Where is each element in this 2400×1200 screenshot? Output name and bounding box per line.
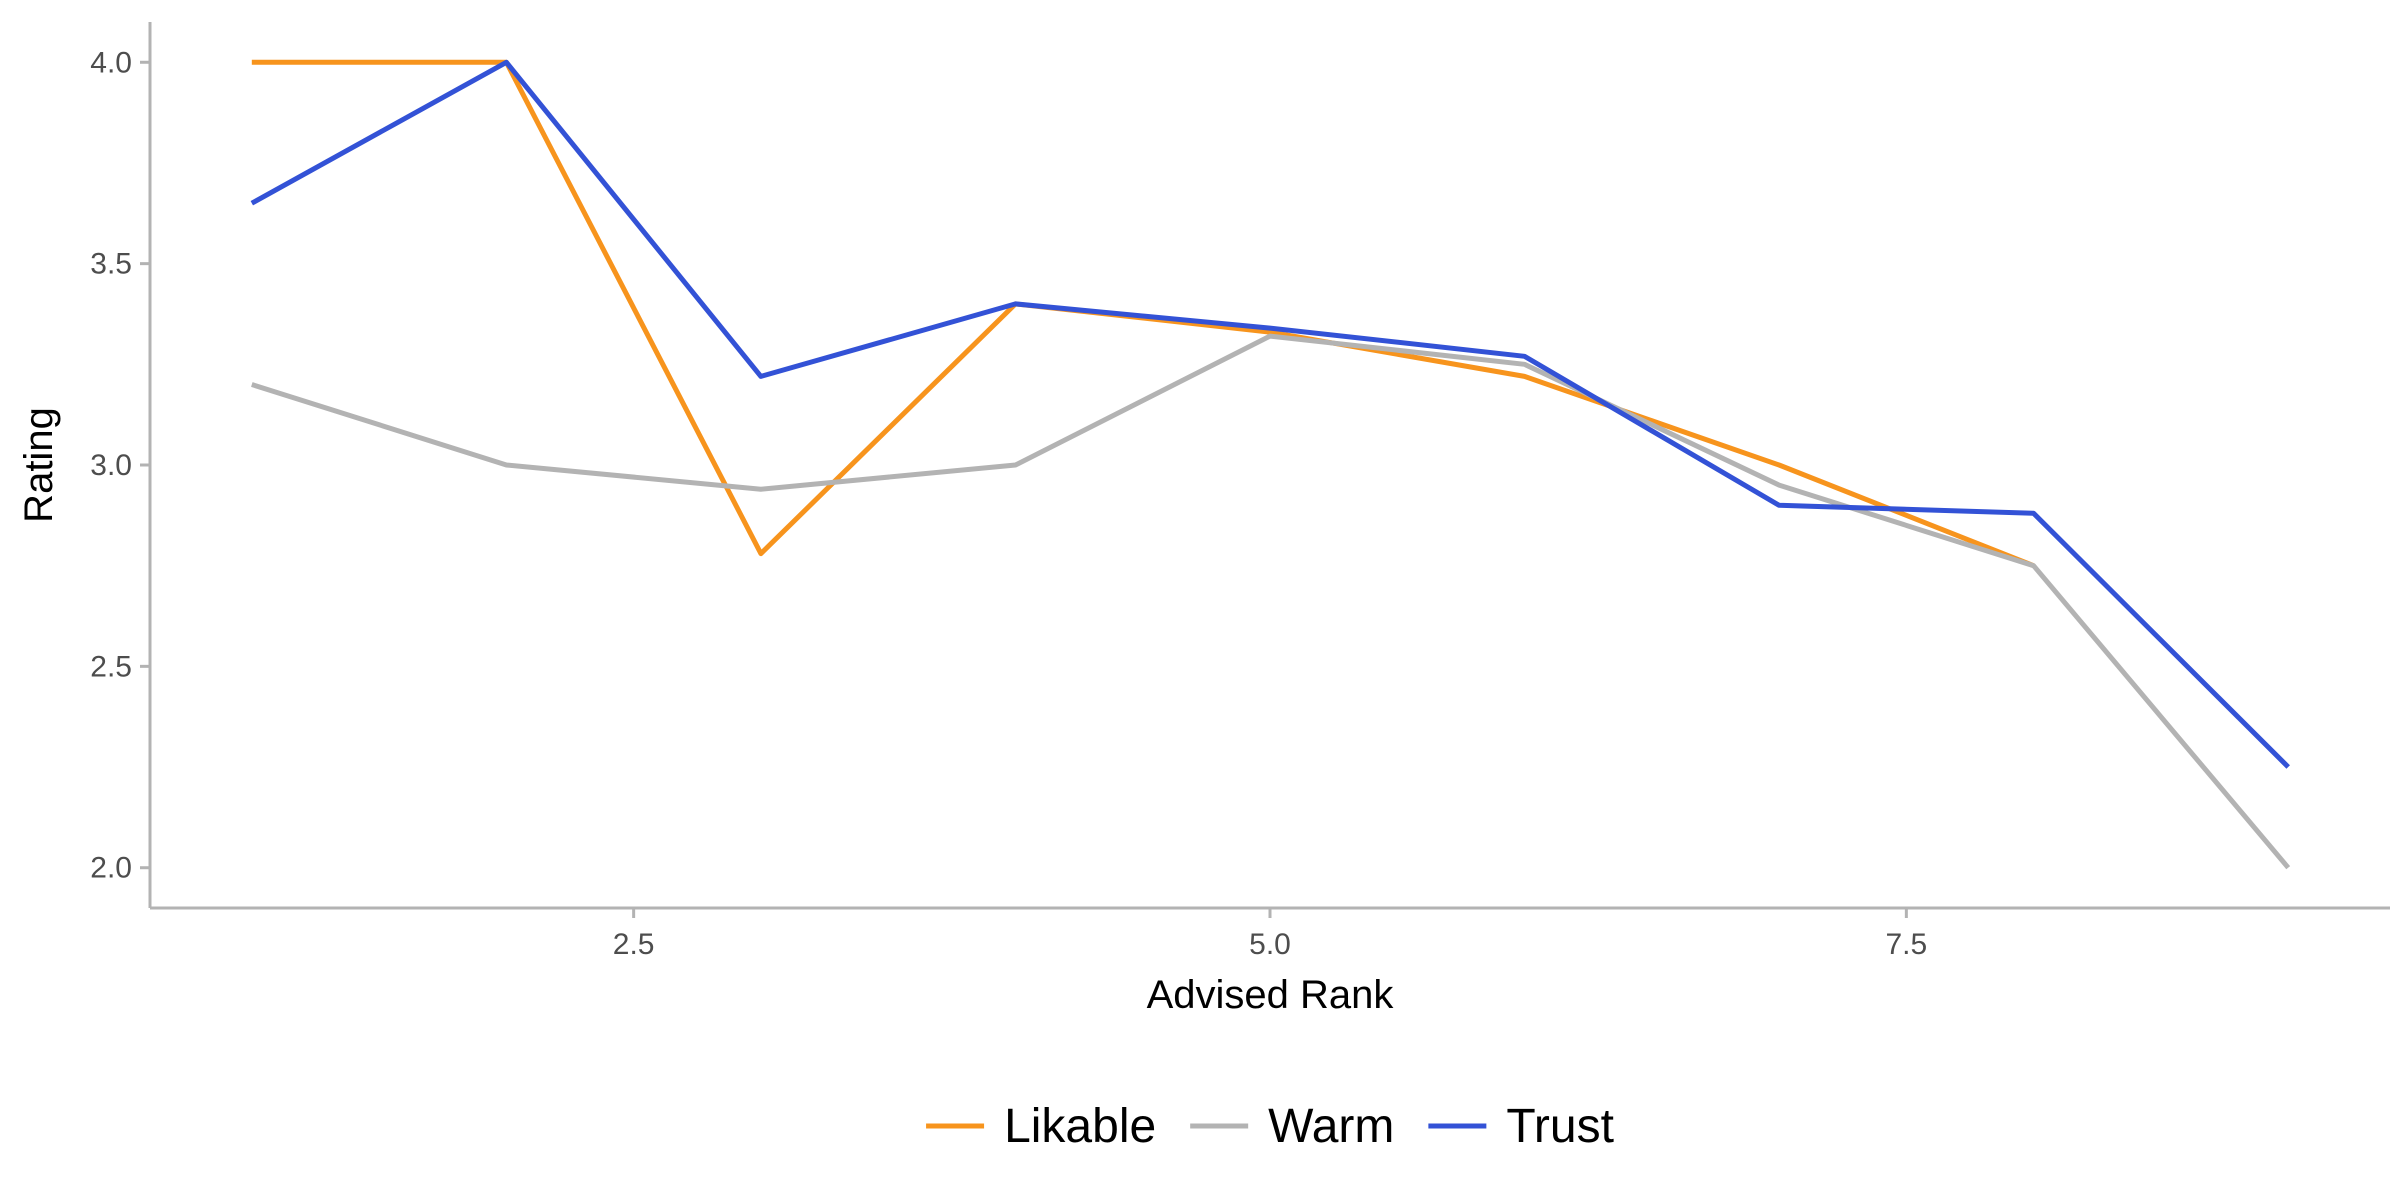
plot-lines [250,59,2291,870]
y-tick-label: 3.0 [90,449,132,482]
legend-label-likable: Likable [1004,1100,1156,1153]
series-line-warm [251,333,2291,870]
legend-item-likable: Likable [926,1100,1156,1153]
legend-label-warm: Warm [1268,1100,1394,1153]
y-tick-label: 2.0 [90,852,132,885]
y-tick-label: 3.5 [90,248,132,281]
legend-item-warm: Warm [1190,1100,1394,1153]
legend-item-trust: Trust [1428,1100,1614,1153]
x-tick-label: 7.5 [1886,928,1928,961]
x-tick-label: 5.0 [1249,928,1291,961]
y-tick-label: 2.5 [90,650,132,683]
y-tick-label: 4.0 [90,46,132,79]
y-axis-ticks: 2.0 2.5 3.0 3.5 4.0 [90,46,150,885]
legend: Likable Warm Trust [926,1100,1614,1153]
y-axis-title: Rating [17,407,61,523]
x-axis-ticks: 2.5 5.0 7.5 [613,908,1927,961]
legend-label-trust: Trust [1506,1100,1614,1153]
x-tick-label: 2.5 [613,928,655,961]
x-axis-title: Advised Rank [1147,973,1395,1017]
series-line-trust [250,59,2290,769]
